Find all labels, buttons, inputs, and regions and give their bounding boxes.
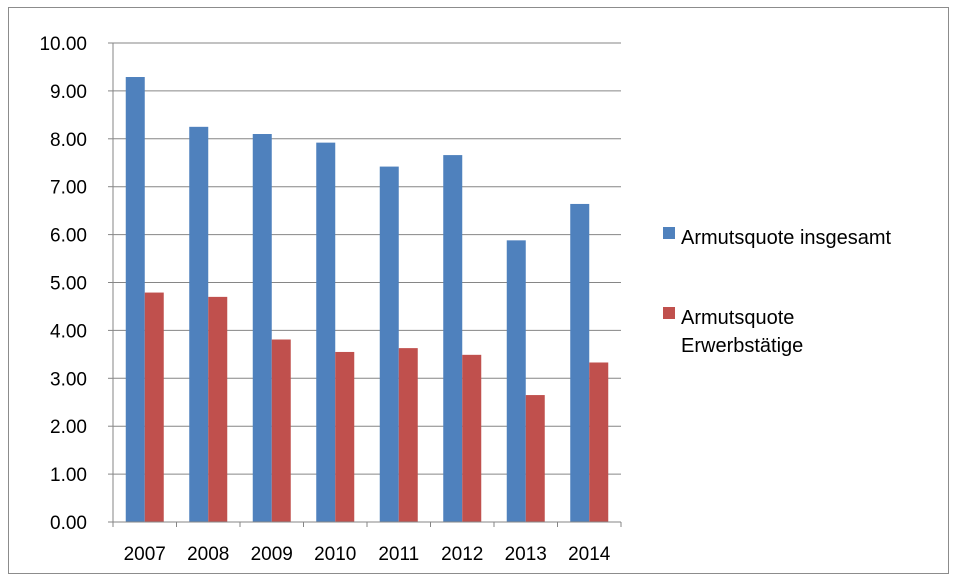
y-tick-label: 5.00 bbox=[50, 274, 87, 295]
legend-swatch-erwerbstaetige bbox=[663, 307, 675, 319]
bar-erwerbstaetige bbox=[525, 395, 545, 522]
x-tick-label: 2007 bbox=[124, 544, 166, 565]
x-tick-label: 2011 bbox=[378, 544, 419, 565]
bar-insgesamt bbox=[189, 126, 209, 522]
bar-erwerbstaetige bbox=[271, 339, 291, 522]
legend: Armutsquote insgesamt Armutsquote Erwerbst… bbox=[663, 227, 892, 357]
bar-insgesamt bbox=[379, 166, 399, 522]
y-tick-label: 7.00 bbox=[50, 178, 87, 199]
bar-erwerbstaetige bbox=[208, 296, 228, 522]
axes bbox=[108, 42, 622, 527]
bar-insgesamt bbox=[125, 77, 145, 522]
bar-insgesamt bbox=[316, 142, 336, 522]
bar-erwerbstaetige bbox=[589, 362, 609, 522]
y-tick-label: 6.00 bbox=[50, 226, 87, 247]
bar-erwerbstaetige bbox=[335, 351, 355, 522]
gridlines bbox=[113, 42, 621, 475]
bar-insgesamt bbox=[252, 134, 272, 522]
bar-erwerbstaetige bbox=[462, 354, 482, 522]
y-tick-label: 0.00 bbox=[50, 513, 87, 534]
legend-swatch-insgesamt bbox=[663, 227, 675, 239]
x-tick-label: 2008 bbox=[187, 544, 229, 565]
y-tick-label: 4.00 bbox=[50, 321, 87, 342]
x-tick-label: 2013 bbox=[505, 544, 547, 565]
bar-erwerbstaetige bbox=[144, 292, 164, 522]
y-tick-label: 3.00 bbox=[50, 369, 87, 390]
bar-insgesamt bbox=[443, 155, 463, 522]
y-tick-label: 8.00 bbox=[50, 130, 87, 151]
y-axis-tick-labels: 0.00 1.00 2.00 3.00 4.00 5.00 6.00 7.00 8.00 9.00… bbox=[39, 34, 87, 534]
y-tick-label: 1.00 bbox=[50, 465, 87, 486]
bar-erwerbstaetige bbox=[398, 348, 418, 522]
bars bbox=[125, 77, 609, 522]
x-tick-label: 2009 bbox=[251, 544, 293, 565]
x-tick-label: 2012 bbox=[441, 544, 483, 565]
y-tick-label: 10.00 bbox=[39, 34, 87, 55]
bar-insgesamt bbox=[506, 240, 526, 522]
legend-label: Armutsquote bbox=[681, 307, 794, 329]
legend-label: Armutsquote insgesamt bbox=[681, 227, 892, 249]
bar-insgesamt bbox=[570, 203, 590, 522]
x-tick-label: 2010 bbox=[314, 544, 356, 565]
legend-label: Erwerbstätige bbox=[681, 335, 803, 357]
x-tick-label: 2014 bbox=[568, 544, 611, 565]
y-tick-label: 9.00 bbox=[50, 82, 87, 103]
y-tick-label: 2.00 bbox=[50, 417, 87, 438]
x-axis-tick-labels: 2007 2008 2009 2010 2011 2012 2013 2014 bbox=[124, 544, 611, 565]
